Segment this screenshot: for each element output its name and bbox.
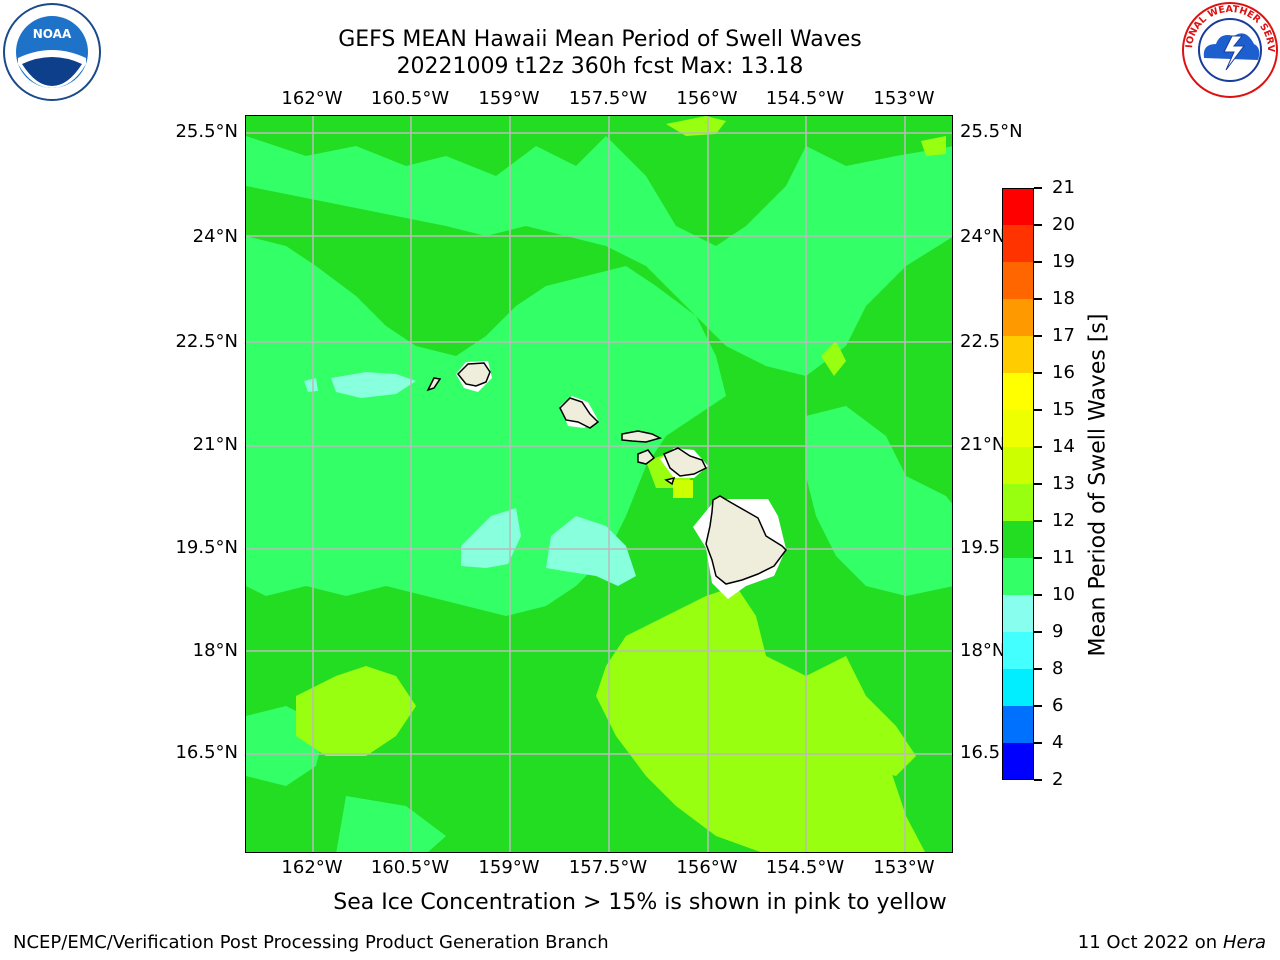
colorbar-tick (1034, 298, 1042, 300)
lon-label-bottom: 159°W (459, 857, 559, 878)
noaa-logo-text: NOAA (33, 27, 72, 41)
lon-label-top: 162°W (262, 88, 362, 109)
chart-title: GEFS MEAN Hawaii Mean Period of Swell Wa… (200, 27, 1000, 53)
colorbar-tick (1034, 668, 1042, 670)
colorbar-tick-label: 17 (1052, 326, 1075, 346)
lon-label-bottom: 154.5°W (755, 857, 855, 878)
lon-label-bottom: 162°W (262, 857, 362, 878)
sea-ice-caption: Sea Ice Concentration > 15% is shown in … (245, 890, 1035, 915)
colorbar-segment (1003, 595, 1033, 633)
colorbar-segment (1003, 558, 1033, 596)
lon-label-top: 154.5°W (755, 88, 855, 109)
colorbar-segment (1003, 521, 1033, 559)
colorbar-segment (1003, 410, 1033, 448)
lon-label-top: 159°W (459, 88, 559, 109)
colorbar-segment (1003, 299, 1033, 337)
colorbar-tick-label: 13 (1052, 474, 1075, 494)
colorbar-tick (1034, 372, 1042, 374)
lon-label-bottom: 153°W (854, 857, 954, 878)
colorbar-title-text: Mean Period of Swell Waves [s] (1086, 314, 1111, 657)
colorbar-segment (1003, 336, 1033, 374)
lon-label-top: 157.5°W (558, 88, 658, 109)
colorbar-segment (1003, 484, 1033, 522)
nws-logo: NATIONAL WEATHER SERVICE (1180, 0, 1280, 100)
colorbar-segment (1003, 373, 1033, 411)
footer-host: Hera (1223, 932, 1266, 953)
contour-13-14 (673, 480, 693, 498)
colorbar-tick (1034, 705, 1042, 707)
lat-label-right: 25.5°N (960, 121, 1040, 142)
colorbar-tick (1034, 594, 1042, 596)
map-panel (245, 115, 953, 853)
colorbar-tick-label: 12 (1052, 511, 1075, 531)
colorbar-segment (1003, 706, 1033, 744)
colorbar-tick-label: 10 (1052, 585, 1075, 605)
colorbar-tick-label: 18 (1052, 289, 1075, 309)
lat-label-left: 16.5°N (148, 742, 238, 763)
noaa-logo: NOAA (2, 2, 102, 102)
colorbar-tick (1034, 446, 1042, 448)
lon-label-top: 153°W (854, 88, 954, 109)
lat-label-left: 25.5°N (148, 121, 238, 142)
colorbar-segment (1003, 743, 1033, 781)
colorbar-segment (1003, 447, 1033, 485)
lon-label-top: 160.5°W (360, 88, 460, 109)
lon-label-bottom: 156°W (657, 857, 757, 878)
footer-date-text: 11 Oct 2022 on (1078, 932, 1223, 953)
colorbar-segment (1003, 188, 1033, 225)
colorbar-tick-label: 2 (1052, 770, 1063, 790)
lat-label-left: 24°N (148, 226, 238, 247)
lon-label-bottom: 157.5°W (558, 857, 658, 878)
chart-subtitle: 20221009 t12z 360h fcst Max: 13.18 (200, 54, 1000, 80)
colorbar-tick (1034, 335, 1042, 337)
colorbar-tick-label: 9 (1052, 622, 1063, 642)
swell-period-map (246, 116, 953, 853)
colorbar-segment (1003, 669, 1033, 707)
colorbar-tick-label: 21 (1052, 178, 1075, 198)
colorbar-tick-label: 20 (1052, 215, 1075, 235)
colorbar-tick (1034, 483, 1042, 485)
colorbar-tick-label: 16 (1052, 363, 1075, 383)
colorbar-tick-label: 19 (1052, 252, 1075, 272)
colorbar-tick (1034, 742, 1042, 744)
colorbar-tick-label: 6 (1052, 696, 1063, 716)
colorbar-tick (1034, 224, 1042, 226)
colorbar-tick-label: 11 (1052, 548, 1075, 568)
footer-credit: NCEP/EMC/Verification Post Processing Pr… (13, 932, 609, 953)
colorbar-tick-label: 14 (1052, 437, 1075, 457)
lat-label-left: 21°N (148, 434, 238, 455)
footer-date: 11 Oct 2022 on Hera (1078, 932, 1266, 953)
colorbar-tick (1034, 187, 1042, 189)
colorbar-tick-label: 8 (1052, 659, 1063, 679)
lat-label-left: 22.5°N (148, 331, 238, 352)
colorbar-segment (1003, 262, 1033, 300)
colorbar-segment (1003, 632, 1033, 670)
colorbar-tick (1034, 557, 1042, 559)
colorbar-tick (1034, 520, 1042, 522)
colorbar-tick (1034, 409, 1042, 411)
colorbar-segment (1003, 225, 1033, 263)
colorbar-tick-label: 15 (1052, 400, 1075, 420)
colorbar (1002, 188, 1034, 780)
colorbar-tick (1034, 631, 1042, 633)
lat-label-left: 18°N (148, 640, 238, 661)
lon-label-top: 156°W (657, 88, 757, 109)
lon-label-bottom: 160.5°W (360, 857, 460, 878)
colorbar-tick (1034, 779, 1042, 781)
colorbar-tick-label: 4 (1052, 733, 1063, 753)
lat-label-left: 19.5°N (148, 537, 238, 558)
colorbar-tick (1034, 261, 1042, 263)
